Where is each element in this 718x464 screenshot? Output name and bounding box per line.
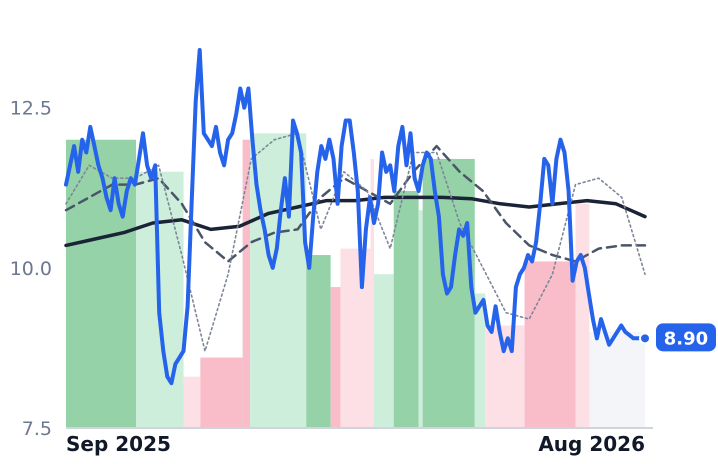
y-tick-label: 7.5 (22, 418, 52, 440)
regime-band-up (250, 133, 307, 428)
regime-band-down (340, 248, 371, 428)
regime-band-strong_up (66, 139, 137, 428)
x-tick-label: Aug 2026 (538, 432, 645, 456)
last-value-marker: 8.90 (639, 323, 716, 352)
regime-band-up (418, 210, 423, 428)
regime-band-neutral (589, 331, 645, 428)
regime-band-strong_up (393, 190, 419, 428)
series-line-price (64, 48, 647, 386)
regime-band-down (370, 158, 375, 428)
y-tick-label: 10.0 (10, 258, 52, 280)
regime-band-up (374, 274, 394, 428)
last-value-dot (639, 332, 651, 345)
series-line-long-ma (64, 195, 647, 248)
regime-bands (66, 133, 645, 428)
y-axis-ticks: 7.5 10.0 12.5 (10, 98, 52, 440)
regime-band-strong_down (524, 261, 576, 428)
regime-band-down (183, 376, 201, 428)
regime-band-strong_up (306, 255, 331, 428)
regime-band-down (575, 203, 590, 428)
last-value-badge (656, 323, 716, 352)
x-axis-ticks: Sep 2025 Aug 2026 (66, 432, 645, 456)
regime-band-up (474, 293, 486, 428)
x-tick-label: Sep 2025 (66, 432, 171, 456)
regime-band-strong_down (242, 139, 251, 428)
series-line-mid-ma (64, 144, 647, 263)
y-tick-label: 12.5 (10, 98, 52, 120)
last-value-label: 8.90 (664, 328, 708, 349)
regime-band-strong_down (200, 357, 243, 428)
regime-band-strong_down (330, 287, 341, 428)
series-lines (64, 48, 647, 386)
